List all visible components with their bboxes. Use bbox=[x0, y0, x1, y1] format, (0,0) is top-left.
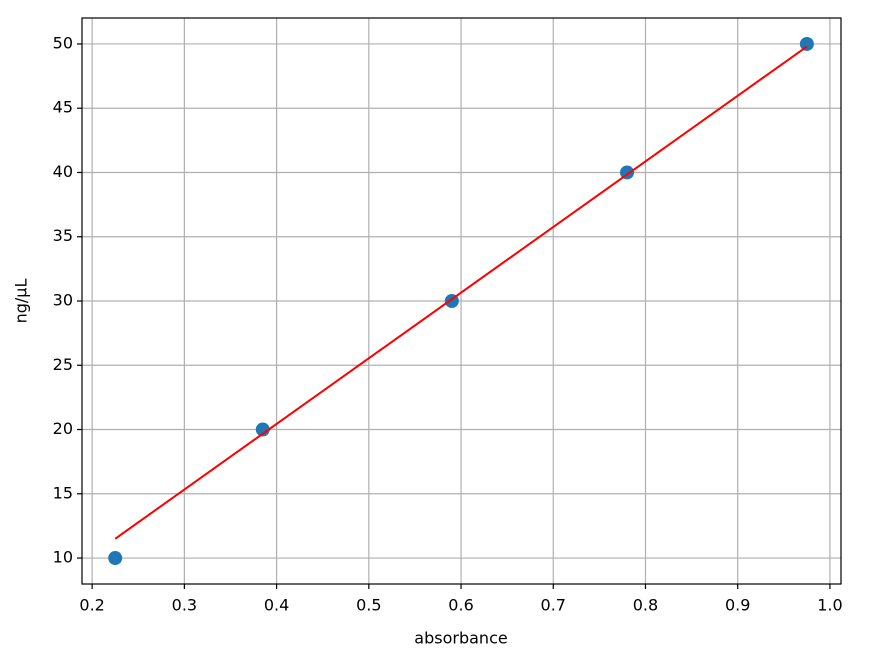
x-tick-label: 0.3 bbox=[172, 596, 197, 615]
y-tick-label: 50 bbox=[53, 33, 73, 52]
y-axis-label: ng/μL bbox=[12, 279, 31, 324]
y-tick-label: 15 bbox=[53, 483, 73, 502]
data-point bbox=[255, 422, 270, 437]
x-tick-label: 0.5 bbox=[356, 596, 381, 615]
x-tick-label: 0.4 bbox=[264, 596, 289, 615]
y-tick-label: 20 bbox=[53, 419, 73, 438]
plot-frame bbox=[81, 17, 842, 585]
x-tick-label: 0.2 bbox=[79, 596, 104, 615]
y-tick-label: 35 bbox=[53, 226, 73, 245]
data-point bbox=[799, 36, 814, 51]
x-axis-label: absorbance bbox=[414, 629, 507, 648]
data-point bbox=[108, 551, 123, 566]
x-tick-label: 0.7 bbox=[541, 596, 566, 615]
y-tick-label: 30 bbox=[53, 291, 73, 310]
x-tick-label: 0.6 bbox=[448, 596, 473, 615]
y-tick-label: 10 bbox=[53, 548, 73, 567]
y-tick-label: 45 bbox=[53, 98, 73, 117]
x-tick-label: 0.8 bbox=[633, 596, 658, 615]
x-tick-label: 1.0 bbox=[817, 596, 842, 615]
x-tick-label: 0.9 bbox=[725, 596, 750, 615]
y-tick-label: 25 bbox=[53, 355, 73, 374]
fit-line bbox=[114, 45, 808, 540]
y-tick-label: 40 bbox=[53, 162, 73, 181]
